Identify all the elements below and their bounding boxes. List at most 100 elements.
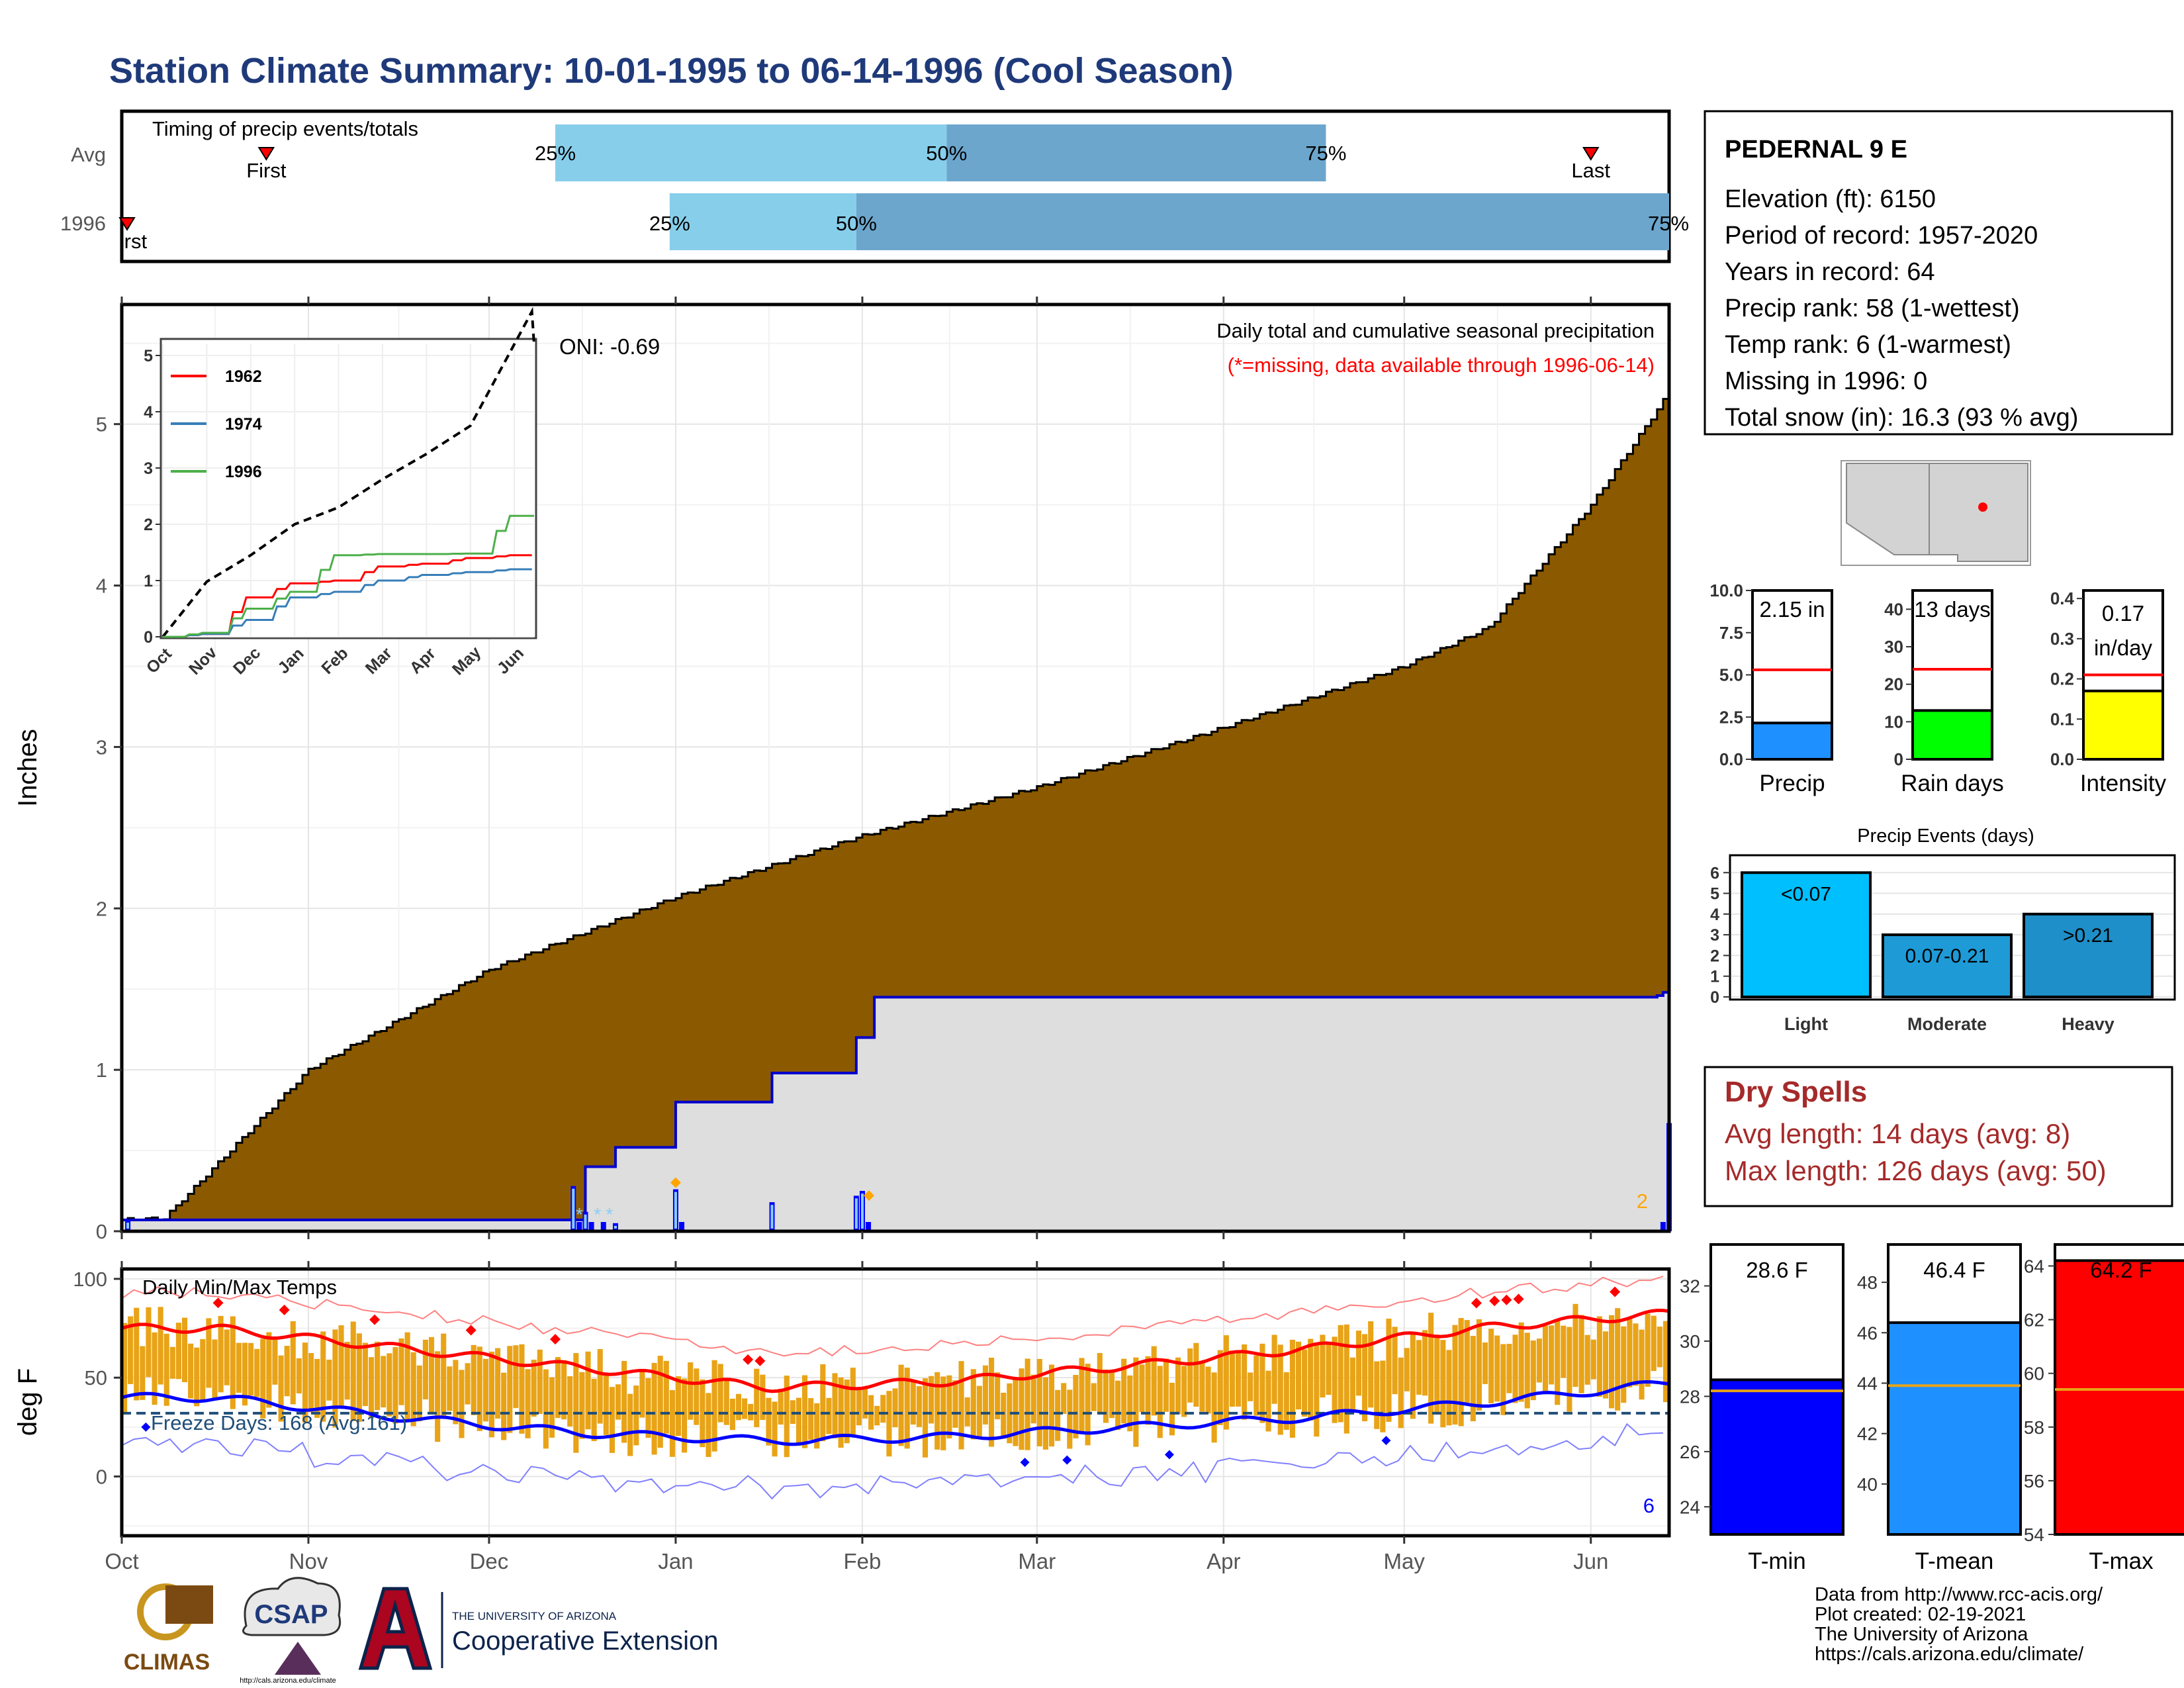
daily-temp-bar	[1368, 1321, 1374, 1408]
daily-temp-bar	[1561, 1325, 1567, 1378]
temp-ytick-label: 0	[96, 1465, 107, 1488]
station-line-period: Period of record: 1957-2020	[1725, 222, 2038, 250]
daily-temp-bar	[705, 1393, 711, 1457]
daily-temp-bar	[1452, 1325, 1458, 1425]
daily-temp-bar	[657, 1356, 663, 1448]
gauge-bar-raindays	[1911, 709, 1993, 761]
daily-temp-bar	[1536, 1338, 1542, 1383]
inset-frame	[159, 338, 537, 639]
timing-current-p25: 25%	[649, 212, 690, 235]
daily-temp-bar	[362, 1342, 368, 1407]
climas-logo-text: CLIMAS	[124, 1650, 210, 1675]
precip-corner-count: 2	[1637, 1190, 1648, 1213]
daily-temp-bar	[1343, 1324, 1349, 1434]
daily-temp-bar	[772, 1401, 778, 1457]
csap-logo: CSAP http://cals.arizona.edu/climate	[240, 1577, 341, 1685]
daily-temp-bar	[266, 1332, 272, 1408]
temp-gauge-tick-label: 42	[1857, 1424, 1878, 1444]
daily-temp-bar	[1133, 1357, 1139, 1447]
daily-temp-bar	[639, 1369, 645, 1418]
daily-temp-bar	[1223, 1335, 1229, 1430]
gauge-bar-precip	[1751, 722, 1833, 761]
daily-temp-bar	[278, 1355, 284, 1422]
daily-temp-bar	[1645, 1313, 1651, 1387]
precip-ylabel: Inches	[13, 729, 42, 807]
daily-temp-bar	[1596, 1316, 1602, 1397]
daily-temp-bar	[1542, 1325, 1549, 1391]
daily-temp-bar	[1308, 1338, 1314, 1421]
daily-temp-bar	[1199, 1362, 1205, 1412]
temp-gauge-tick-label: 40	[1857, 1474, 1878, 1495]
gauge-tick-label: 2.5	[1719, 707, 1743, 727]
footer-logos: CLIMAS CSAP http://cals.arizona.edu/clim…	[124, 1577, 718, 1685]
month-label-jun: Jun	[1573, 1549, 1608, 1573]
timing-avg-bar-50-75	[946, 124, 1326, 181]
daily-temp-bar	[880, 1395, 886, 1423]
daily-temp-bar	[1518, 1322, 1524, 1402]
record-high-marker	[1489, 1295, 1500, 1307]
gauge-value-intensity: 0.17	[2102, 601, 2144, 626]
daily-temp-bar	[1265, 1370, 1271, 1432]
csap-logo-text: CSAP	[254, 1600, 328, 1629]
events-ytick-label: 4	[1710, 906, 1719, 924]
daily-temp-bar	[958, 1361, 964, 1450]
daily-temp-bar	[1440, 1340, 1446, 1428]
daily-temp-bar	[784, 1376, 790, 1458]
gauge-tick-label: 10.0	[1709, 581, 1743, 600]
daily-temp-bar	[1289, 1339, 1295, 1438]
daily-precip-bar-highlight	[854, 1198, 858, 1229]
daily-temp-bar	[1602, 1331, 1609, 1399]
daily-temp-bar	[1085, 1364, 1091, 1446]
record-high-marker	[754, 1355, 766, 1366]
daily-temp-bar	[477, 1346, 482, 1431]
daily-temp-bar	[964, 1397, 970, 1427]
dry-spells-title: Dry Spells	[1725, 1076, 1867, 1108]
daily-temp-bar	[561, 1360, 567, 1420]
daily-precip-bar-small	[679, 1222, 685, 1231]
daily-temp-bar	[832, 1373, 838, 1438]
daily-temp-bar	[175, 1323, 181, 1380]
daily-temp-bar	[1470, 1336, 1476, 1422]
temp-gauge-tick-label: 60	[2024, 1364, 2044, 1384]
daily-temp-bar	[729, 1398, 735, 1430]
daily-temp-bar	[188, 1343, 194, 1399]
daily-temp-bar	[1121, 1358, 1127, 1424]
daily-temp-bar	[471, 1344, 477, 1415]
temp-gauge-tick-label: 64	[2024, 1256, 2044, 1276]
gauge-tick-label: 20	[1884, 675, 1903, 694]
daily-temp-bar	[989, 1358, 995, 1447]
daily-temp-bar	[181, 1317, 188, 1383]
daily-temp-bar	[1404, 1348, 1410, 1391]
daily-temp-bar	[1621, 1326, 1627, 1403]
daily-temp-bar	[290, 1321, 296, 1405]
inset-series-avg	[161, 306, 535, 638]
station-location-dot	[1978, 502, 1987, 512]
daily-temp-bar	[230, 1316, 236, 1409]
daily-temp-bar	[627, 1393, 633, 1456]
daily-temp-bar	[200, 1338, 206, 1401]
footer-line-university: The University of Arizona	[1815, 1624, 2028, 1645]
daily-temp-bar	[537, 1349, 543, 1415]
snow-marker: *	[606, 1204, 613, 1225]
daily-temp-bar	[549, 1377, 555, 1438]
temp-gauge-tick-label: 56	[2024, 1471, 2044, 1491]
daily-temp-bar	[224, 1329, 230, 1385]
temp-gauge-value-tmax: 64.2 F	[2090, 1258, 2152, 1282]
daily-temp-bar	[482, 1358, 488, 1422]
daily-temp-bar	[1019, 1368, 1024, 1450]
events-category-light: Light	[1784, 1014, 1828, 1034]
map-arizona	[1846, 463, 1930, 555]
temp-frame	[120, 1267, 1671, 1538]
daily-temp-bar	[1036, 1358, 1042, 1446]
inset-ytick-label: 2	[144, 516, 153, 534]
daily-temp-bar	[916, 1385, 922, 1427]
gauge-tick-label: 0.3	[2050, 629, 2074, 649]
record-low-marker	[1020, 1458, 1030, 1468]
gauge-bar-intensity	[2082, 689, 2164, 761]
daily-temp-bar	[344, 1342, 350, 1400]
temp-gauge-tick-label: 62	[2024, 1310, 2044, 1331]
daily-temp-bar	[1127, 1375, 1133, 1432]
csap-cloud	[242, 1577, 341, 1636]
daily-temp-bar	[332, 1329, 338, 1428]
